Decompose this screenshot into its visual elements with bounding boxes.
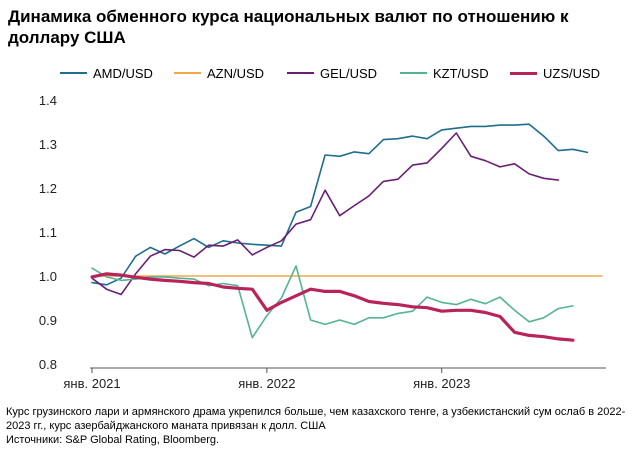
y-tick-label: 1.0 [39,269,57,284]
chart-title: Динамика обменного курса национальных ва… [8,7,569,47]
legend-label: AZN/USD [207,65,265,81]
x-tick-label: янв. 2023 [413,376,470,391]
legend-swatch [60,72,87,74]
x-tick-label: янв. 2022 [238,376,295,391]
series-line-gel-usd [91,132,560,296]
chart-source: Источники: S&P Global Rating, Bloomberg. [6,434,220,446]
series-layer [90,123,603,342]
chart-plot: 0.8 0.9 1.0 1.1 1.2 1.3 1.4 янв. 2021 янв. 2022… [39,93,606,391]
legend-swatch [287,72,314,74]
y-axis: 0.8 0.9 1.0 1.1 1.2 1.3 1.4 [39,93,57,372]
y-tick-label: 0.8 [39,357,57,372]
chart-note: Курс грузинского лари и армянского драма… [6,406,626,432]
y-tick-label: 1.3 [39,137,57,152]
y-tick-label: 1.1 [39,225,57,240]
series-line-kzt-usd [91,265,574,339]
x-axis: янв. 2021 янв. 2022 янв. 2023 [63,367,606,391]
legend-label: AMD/USD [93,65,153,81]
legend-swatch [400,72,427,74]
legend-label: GEL/USD [320,65,378,81]
series-line-uzs-usd [90,272,575,342]
y-tick-label: 0.9 [39,313,57,328]
legend-swatch [174,72,201,74]
legend-item-kzt-usd: KZT/USD [400,64,489,82]
y-tick-label: 1.2 [39,181,57,196]
y-tick-label: 1.4 [39,93,57,108]
legend-item-uzs-usd: UZS/USD [510,64,600,82]
legend-label: KZT/USD [433,65,489,81]
legend-label: UZS/USD [543,65,601,81]
legend-item-gel-usd: GEL/USD [287,64,377,82]
legend-item-amd-usd: AMD/USD [60,64,153,82]
chart-legend: AMD/USD AZN/USD GEL/USD KZT/USD UZS/USD [60,64,630,84]
legend-item-azn-usd: AZN/USD [174,64,264,82]
legend-swatch [510,71,537,75]
x-tick-label: янв. 2021 [63,376,120,391]
series-line-amd-usd [91,123,589,286]
